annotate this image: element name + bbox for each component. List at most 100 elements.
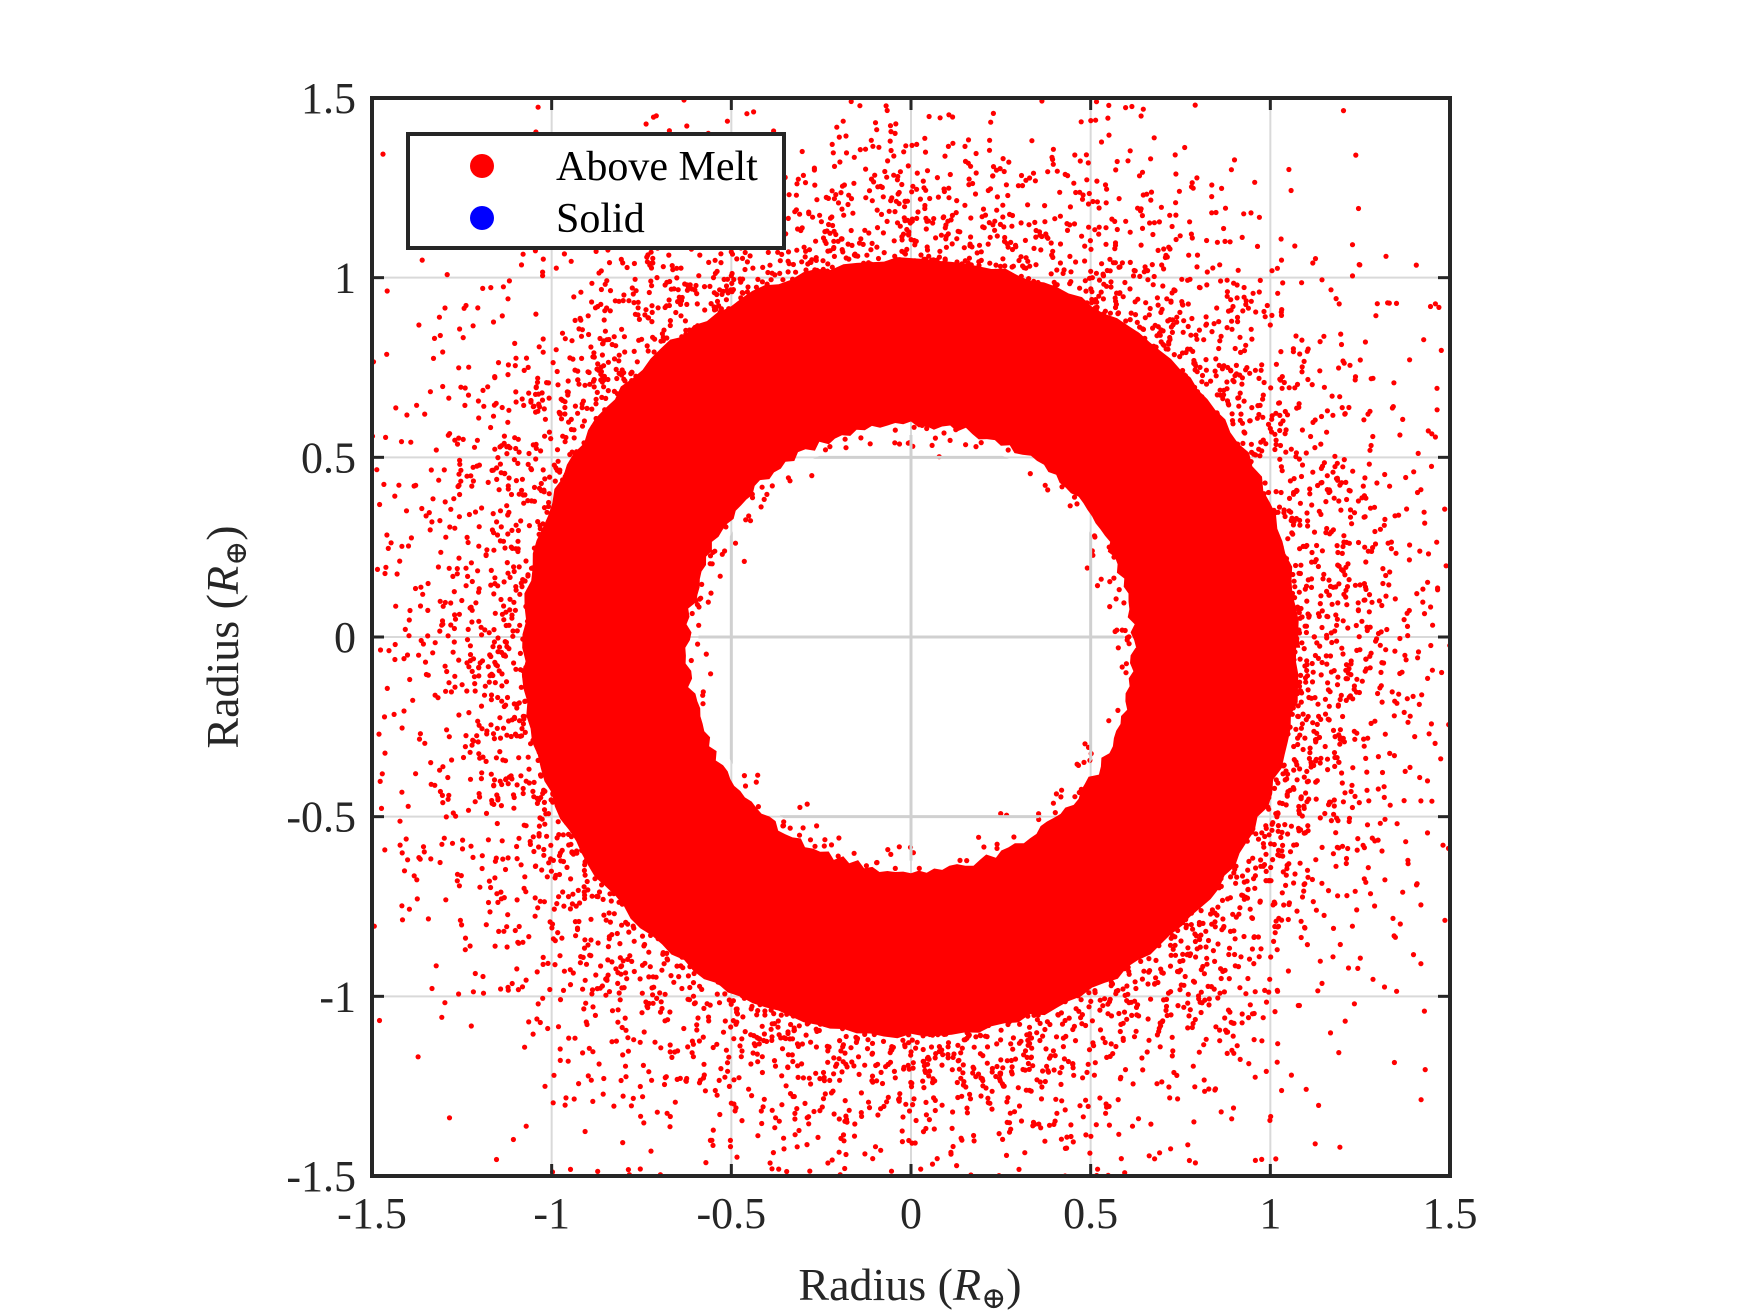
scatter-point bbox=[918, 1166, 924, 1172]
scatter-point bbox=[1172, 377, 1178, 383]
scatter-point bbox=[552, 528, 558, 534]
scatter-point bbox=[1149, 262, 1155, 268]
scatter-point bbox=[1155, 923, 1161, 929]
scatter-point bbox=[736, 301, 742, 307]
scatter-point bbox=[689, 1050, 695, 1056]
scatter-point bbox=[498, 649, 505, 656]
scatter-point bbox=[1204, 269, 1210, 275]
scatter-point bbox=[525, 364, 531, 370]
scatter-point bbox=[1296, 803, 1302, 810]
scatter-point bbox=[514, 966, 520, 972]
scatter-point bbox=[675, 340, 681, 346]
scatter-point bbox=[970, 1064, 976, 1070]
scatter-point bbox=[722, 991, 728, 997]
scatter-point bbox=[1144, 1049, 1150, 1055]
scatter-point bbox=[779, 1073, 785, 1079]
scatter-point bbox=[1273, 441, 1279, 448]
scatter-point bbox=[1140, 192, 1146, 198]
scatter-point bbox=[864, 252, 870, 258]
scatter-point bbox=[1115, 645, 1121, 651]
scatter-point bbox=[1434, 385, 1440, 391]
scatter-point bbox=[1334, 616, 1340, 622]
scatter-point bbox=[1129, 103, 1135, 110]
scatter-point bbox=[439, 792, 445, 799]
scatter-point bbox=[1198, 1009, 1204, 1016]
scatter-point bbox=[803, 267, 809, 273]
scatter-point bbox=[571, 823, 577, 829]
scatter-point bbox=[695, 951, 701, 957]
scatter-point bbox=[516, 491, 522, 497]
scatter-point bbox=[495, 360, 502, 366]
scatter-point bbox=[469, 668, 475, 675]
scatter-point bbox=[1262, 522, 1268, 528]
scatter-point bbox=[599, 869, 605, 876]
scatter-point bbox=[845, 273, 851, 279]
scatter-point bbox=[1291, 657, 1297, 663]
scatter-point bbox=[514, 782, 520, 788]
scatter-point bbox=[1077, 189, 1083, 195]
scatter-point bbox=[1104, 267, 1110, 274]
scatter-point bbox=[376, 731, 382, 737]
scatter-point bbox=[1310, 260, 1316, 266]
scatter-point bbox=[555, 930, 561, 936]
scatter-point bbox=[1107, 996, 1113, 1002]
scatter-point bbox=[1301, 358, 1307, 364]
scatter-point bbox=[1224, 293, 1230, 299]
scatter-point bbox=[891, 172, 897, 178]
scatter-point bbox=[458, 467, 464, 473]
scatter-point bbox=[535, 550, 541, 557]
scatter-point bbox=[1059, 297, 1065, 303]
scatter-point bbox=[1302, 623, 1308, 629]
scatter-point bbox=[1380, 580, 1386, 587]
scatter-point bbox=[1321, 571, 1327, 578]
scatter-point bbox=[429, 519, 435, 525]
scatter-point bbox=[1286, 712, 1292, 718]
scatter-point bbox=[883, 275, 889, 281]
scatter-point bbox=[1034, 1002, 1041, 1008]
scatter-point bbox=[1116, 1010, 1122, 1017]
scatter-point bbox=[769, 1037, 775, 1043]
scatter-point bbox=[949, 212, 956, 218]
scatter-point bbox=[751, 1033, 757, 1039]
scatter-point bbox=[927, 195, 933, 202]
scatter-point bbox=[1131, 1034, 1138, 1040]
scatter-point bbox=[504, 732, 510, 738]
scatter-point bbox=[982, 212, 989, 218]
scatter-point bbox=[1355, 965, 1361, 972]
scatter-point bbox=[1342, 790, 1348, 796]
scatter-point bbox=[1092, 988, 1098, 994]
scatter-point bbox=[927, 1068, 933, 1074]
scatter-point bbox=[476, 462, 482, 468]
scatter-point bbox=[731, 1077, 737, 1083]
scatter-point bbox=[1153, 957, 1159, 964]
scatter-point bbox=[1000, 214, 1006, 220]
scatter-point bbox=[1239, 381, 1245, 387]
scatter-point bbox=[1319, 880, 1325, 886]
dense-ring-region bbox=[521, 257, 1301, 1039]
scatter-point bbox=[1256, 785, 1262, 791]
scatter-point bbox=[986, 147, 993, 153]
scatter-point bbox=[973, 150, 979, 157]
scatter-point bbox=[757, 1002, 763, 1008]
scatter-point bbox=[1232, 345, 1238, 352]
scatter-point bbox=[962, 202, 968, 208]
scatter-point bbox=[1049, 154, 1055, 160]
scatter-point bbox=[1037, 997, 1043, 1003]
scatter-point bbox=[1023, 286, 1029, 292]
scatter-point bbox=[392, 493, 398, 499]
scatter-point bbox=[584, 443, 590, 449]
scatter-point bbox=[523, 664, 529, 671]
scatter-point bbox=[836, 835, 842, 841]
scatter-point bbox=[579, 355, 585, 361]
scatter-point bbox=[1039, 1084, 1045, 1090]
scatter-point bbox=[506, 407, 512, 413]
scatter-point bbox=[641, 1029, 647, 1035]
scatter-point bbox=[1158, 204, 1164, 210]
scatter-point bbox=[485, 899, 492, 906]
scatter-point bbox=[383, 564, 389, 570]
scatter-point bbox=[973, 444, 979, 450]
scatter-point bbox=[1278, 834, 1284, 841]
scatter-point bbox=[479, 865, 485, 872]
scatter-point bbox=[717, 1111, 723, 1118]
scatter-point bbox=[901, 149, 907, 155]
